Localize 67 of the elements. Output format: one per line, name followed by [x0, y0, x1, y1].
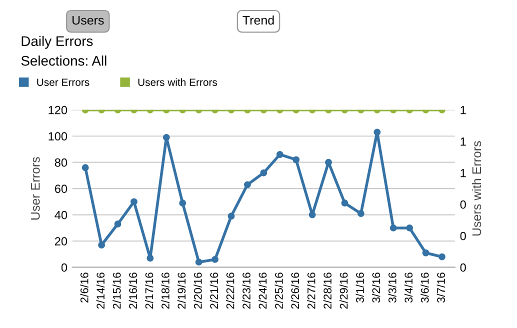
- x-tick-label: 3/2/16: [372, 272, 380, 303]
- y-tick-label: 80: [54, 158, 68, 167]
- x-tick-label: 2/6/16: [80, 272, 88, 303]
- point: [260, 169, 268, 176]
- x-tick-label: 2/17/16: [145, 272, 154, 309]
- point: [325, 158, 332, 166]
- point: [357, 210, 364, 217]
- x-tick-label: 2/26/16: [290, 272, 300, 309]
- point: [341, 200, 348, 207]
- x-tick-label: 3/1/16: [356, 272, 364, 303]
- x-tick-label: 2/23/16: [242, 272, 250, 309]
- point: [146, 254, 154, 262]
- x-tick-label: 2/19/16: [177, 272, 186, 309]
- x-tick-label: 2/21/16: [210, 272, 218, 309]
- x-tick-label: 2/29/16: [340, 272, 348, 309]
- chart-title: Daily Errors: [22, 36, 93, 49]
- y2-tick-label: 0: [460, 263, 466, 272]
- text: Users: [72, 16, 104, 25]
- y-axis-title: User Errors: [31, 157, 40, 220]
- y-tick-label: 60: [54, 184, 68, 193]
- x-tick-label: 2/15/16: [112, 272, 121, 309]
- point: [244, 181, 251, 188]
- y-tick-label: 40: [54, 210, 68, 220]
- point: [114, 220, 122, 228]
- x-tick-label: 2/25/16: [274, 272, 283, 309]
- x-tick-label: 2/22/16: [226, 272, 234, 309]
- x-tick-label: 3/7/16: [436, 272, 445, 303]
- x-tick-label: 2/27/16: [307, 272, 316, 309]
- x-tick-label: 2/14/16: [96, 272, 105, 309]
- point: [406, 224, 414, 232]
- point: [276, 151, 284, 158]
- chart-subtitle: Selections: All: [21, 56, 106, 66]
- point: [292, 156, 300, 164]
- x-tick-label: 3/6/16: [420, 272, 429, 303]
- point: [82, 164, 89, 172]
- y2-tick-label: 0: [460, 232, 466, 240]
- point: [390, 224, 397, 232]
- point: [130, 198, 138, 206]
- legend-label: User Errors: [37, 78, 90, 86]
- point: [374, 128, 381, 136]
- x-tick-label: 2/20/16: [194, 272, 202, 309]
- y-tick-label: 100: [48, 132, 68, 141]
- x-tick-label: 3/4/16: [404, 272, 413, 303]
- point: [195, 258, 202, 266]
- point: [308, 211, 316, 218]
- y2-tick-label: 1: [460, 169, 466, 178]
- y2-tick-label: 1: [460, 106, 466, 114]
- x-tick-label: 2/28/16: [323, 272, 332, 309]
- point: [162, 134, 170, 141]
- point: [438, 253, 446, 260]
- y-tick-label: 20: [54, 237, 68, 246]
- point: [422, 249, 430, 256]
- y2-tick-label: 0: [460, 200, 466, 209]
- point: [179, 200, 186, 207]
- x-tick-label: 2/18/16: [161, 272, 170, 309]
- x-tick-label: 2/24/16: [258, 272, 267, 309]
- point: [228, 212, 235, 220]
- y2-axis-title: Users with Errors: [472, 141, 482, 236]
- x-tick-label: 2/16/16: [128, 272, 137, 309]
- point: [98, 242, 106, 248]
- y-tick-label: 120: [48, 106, 68, 114]
- point: [212, 256, 219, 263]
- y-tick-label: 0: [61, 263, 68, 272]
- x-tick-label: 3/3/16: [388, 272, 396, 303]
- text: Trend: [242, 15, 274, 25]
- legend-label: Users with Errors: [138, 78, 218, 86]
- y2-tick-label: 1: [460, 138, 466, 146]
